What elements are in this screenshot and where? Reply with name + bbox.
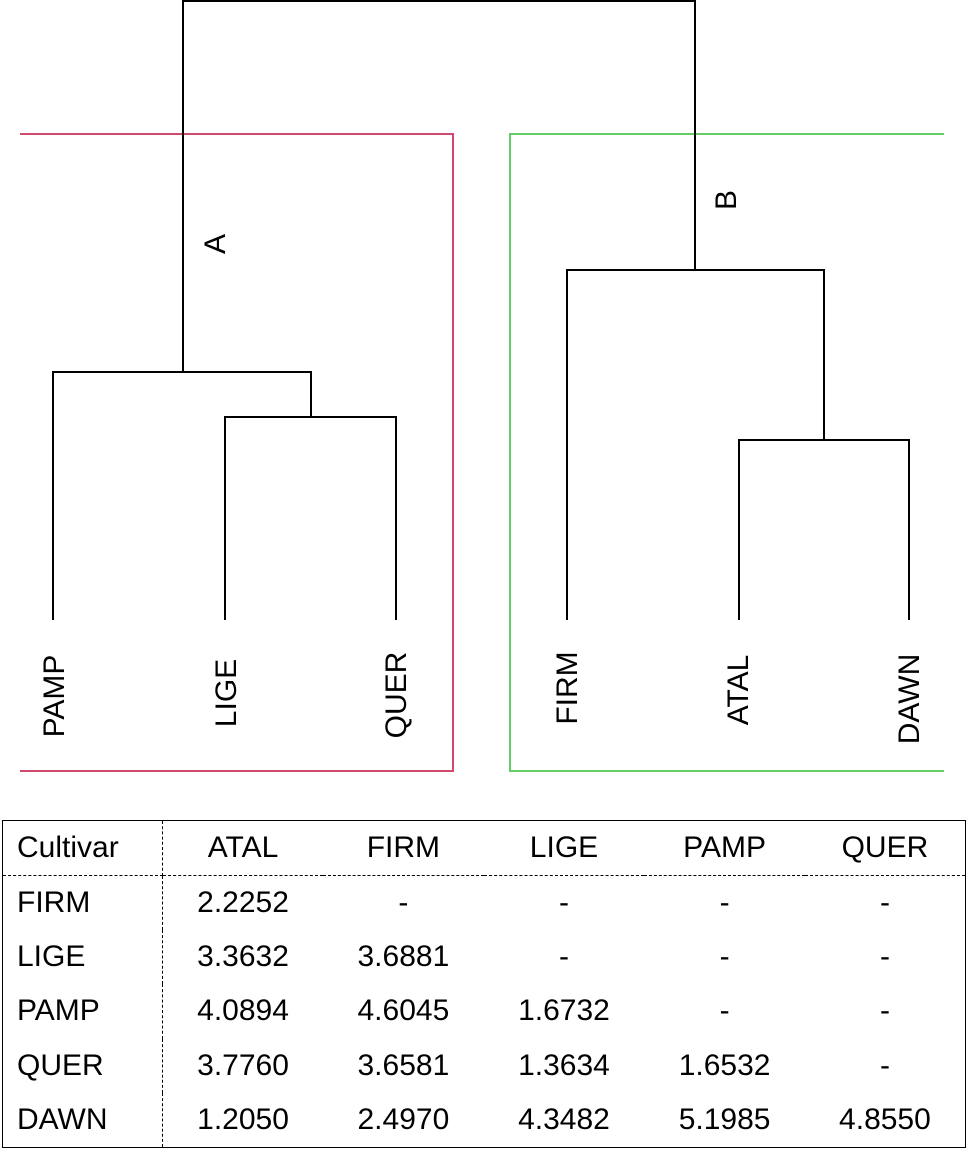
table-cell: 4.0894 [197, 994, 289, 1028]
table-row: PAMP 4.0894 4.6045 1.6732 - - [2, 984, 966, 1039]
row-header: LIGE [2, 930, 163, 985]
table-cell: - [558, 940, 569, 974]
cluster-b-box [509, 133, 944, 772]
row-header: DAWN [2, 1092, 163, 1148]
branch-b [566, 269, 825, 620]
table-cell: - [719, 940, 730, 974]
table-row: QUER 3.7760 3.6581 1.3634 1.6532 - [2, 1038, 966, 1093]
table-cell: 3.6881 [357, 940, 450, 974]
table-cell: - [558, 886, 569, 920]
table-cell: 3.6581 [357, 1048, 450, 1082]
corner-header: Cultivar [2, 820, 163, 876]
table-cell: 4.6045 [357, 994, 450, 1028]
table-row: LIGE 3.3632 3.6881 - - - [2, 930, 966, 985]
table-cell: - [879, 940, 890, 974]
table-cell: 1.2050 [197, 1102, 289, 1136]
row-header: PAMP [2, 984, 163, 1039]
column-header: FIRM [323, 820, 484, 876]
column-header: PAMP [644, 820, 805, 876]
table-row: DAWN 1.2050 2.4970 4.3482 5.1985 4.8550 [2, 1092, 966, 1148]
table-header-row: Cultivar ATAL FIRM LIGE PAMP QUER [2, 820, 966, 876]
table-cell: - [879, 1048, 890, 1082]
table-cell: - [398, 886, 409, 920]
column-header: QUER [804, 820, 966, 876]
branch-atal-dawn [738, 439, 910, 620]
table-cell: 3.3632 [197, 940, 289, 974]
table-cell: 1.6532 [678, 1048, 771, 1082]
table-cell: 3.7760 [197, 1048, 289, 1082]
cluster-a-box [20, 133, 454, 772]
table-cell: - [719, 994, 730, 1028]
branch-lige-quer [224, 416, 397, 620]
row-header: QUER [2, 1038, 163, 1093]
table-cell: 4.3482 [518, 1102, 610, 1136]
leaf-label-quer: QUER [380, 652, 413, 739]
cluster-a-label: A [199, 234, 232, 254]
cluster-b-label: B [710, 190, 743, 210]
table-cell: 1.6732 [518, 994, 610, 1028]
dendrogram: A B PAMP LIGE QUER FIRM ATAL DAWN [20, 0, 944, 772]
table-row: FIRM 2.2252 - - - - [2, 875, 966, 931]
table-cell: - [879, 886, 890, 920]
leaf-label-pamp: PAMP [38, 655, 71, 738]
distance-matrix-table: Cultivar ATAL FIRM LIGE PAMP QUER FIRM 2… [2, 820, 966, 1148]
table-cell: - [719, 886, 730, 920]
column-header: ATAL [162, 820, 324, 876]
row-header: FIRM [2, 875, 163, 931]
table-cell: 1.3634 [518, 1048, 610, 1082]
leaf-label-lige: LIGE [210, 659, 243, 727]
table-cell: 2.2252 [197, 886, 289, 920]
table-cell: 5.1985 [678, 1102, 771, 1136]
dendrogram-branches [52, 0, 910, 620]
column-header: LIGE [483, 820, 645, 876]
leaf-label-dawn: DAWN [893, 654, 926, 745]
leaf-label-atal: ATAL [722, 655, 755, 726]
table-cell: - [879, 994, 890, 1028]
leaf-label-firm: FIRM [551, 651, 584, 724]
root-branch [182, 0, 696, 372]
table-cell: 4.8550 [839, 1102, 931, 1136]
table-cell: 2.4970 [357, 1102, 450, 1136]
branch-a [52, 371, 312, 620]
